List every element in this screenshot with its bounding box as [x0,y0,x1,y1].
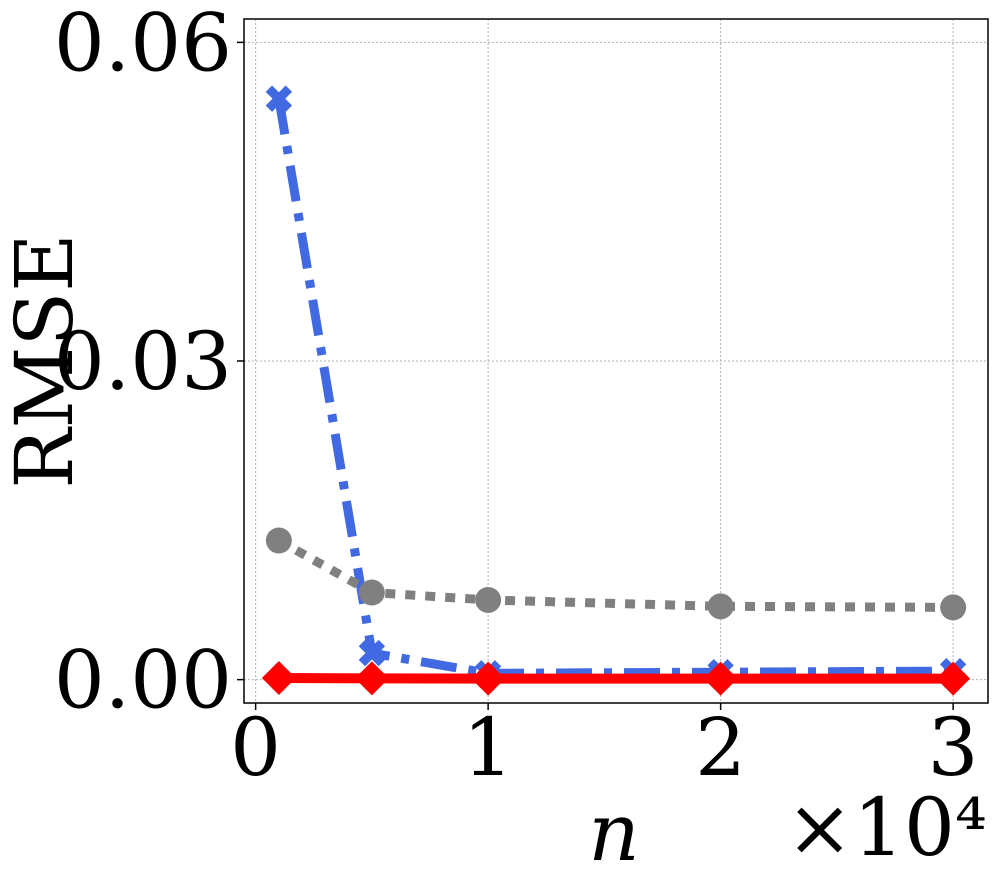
series-marker [475,586,502,613]
x-tick-label: 1 [463,701,514,794]
series-marker [703,661,738,696]
tick-layer: 0 1 2 3 0.00 0.03 0.06 [54,0,979,794]
series-marker [936,661,971,696]
y-tick-label: 0.03 [54,315,232,408]
series-marker [265,527,292,554]
series-marker [358,579,385,606]
x-tick-label: 3 [928,701,979,794]
x-axis-label: n [588,786,640,879]
series-marker [471,661,506,696]
series-marker [707,593,734,620]
series-marker [354,661,389,696]
grid-layer [244,19,988,703]
series-marker [261,661,296,696]
series-layer [261,85,971,696]
x-axis-multiplier: ×10⁴ [786,781,987,874]
series-group [265,527,967,621]
series-marker [265,85,293,112]
series-marker [940,594,967,621]
label-layer: RMSE n ×10⁴ [0,233,987,879]
y-axis-label: RMSE [0,233,91,488]
x-tick-label: 2 [695,701,746,794]
series-marker [358,639,386,667]
y-tick-label: 0.00 [54,634,232,727]
series-group [261,661,971,696]
y-tick-label: 0.06 [54,0,232,89]
x-tick-label: 0 [230,701,281,794]
